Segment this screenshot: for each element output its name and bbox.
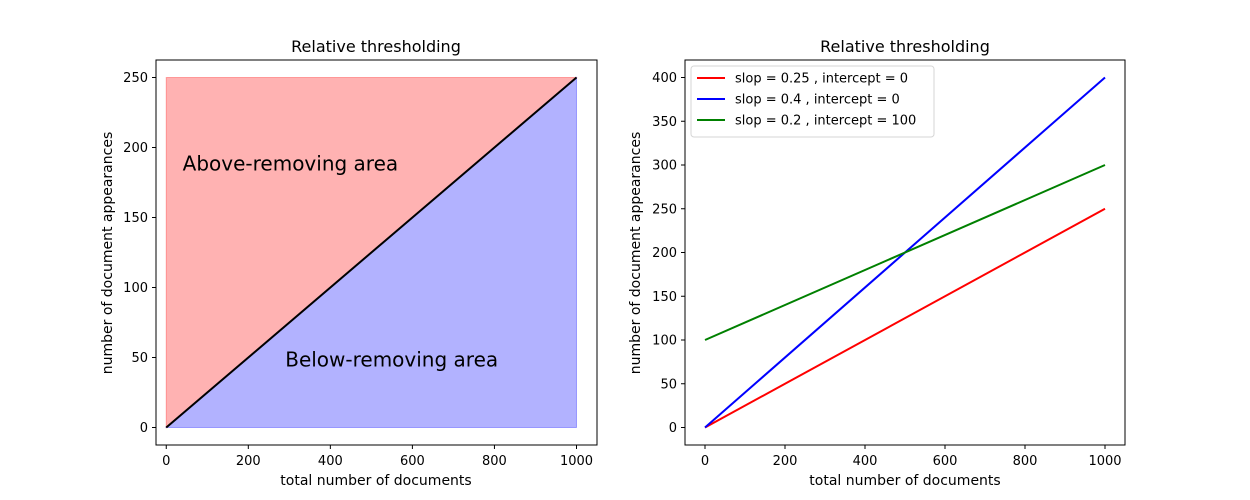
right-chart-xtick-label-0: 0 bbox=[701, 454, 709, 469]
right-chart-legend-label-2: slop = 0.2 , intercept = 100 bbox=[735, 114, 916, 129]
left-chart-title: Relative thresholding bbox=[291, 37, 461, 56]
left-chart-xtick-label-5: 1000 bbox=[560, 454, 593, 469]
left-chart-xlabel: total number of documents bbox=[280, 473, 471, 489]
left-chart-annotation-1: Below-removing area bbox=[285, 348, 498, 372]
right-chart-xlabel: total number of documents bbox=[809, 473, 1000, 489]
right-chart-ytick-label-0: 0 bbox=[669, 421, 677, 436]
right-chart-legend-label-1: slop = 0.4 , intercept = 0 bbox=[735, 93, 900, 108]
right-chart-xtick-label-3: 600 bbox=[933, 454, 958, 469]
right-chart-ytick-label-2: 100 bbox=[652, 334, 677, 349]
right-chart-legend-box bbox=[690, 65, 935, 138]
left-chart-xtick-label-2: 400 bbox=[318, 454, 343, 469]
right-chart-ytick-label-3: 150 bbox=[652, 290, 677, 305]
right-chart-xtick-label-4: 800 bbox=[1013, 454, 1038, 469]
right-chart-ytick-label-7: 350 bbox=[652, 115, 677, 130]
left-chart: Relative thresholding total number of do… bbox=[100, 37, 598, 489]
right-chart-ytick-label-1: 50 bbox=[660, 377, 677, 392]
right-chart-xtick-label-2: 400 bbox=[853, 454, 878, 469]
left-chart-xtick-label-3: 600 bbox=[400, 454, 425, 469]
left-chart-annotation-0: Above-removing area bbox=[183, 152, 398, 176]
right-chart-xtick-label-1: 200 bbox=[773, 454, 798, 469]
left-chart-frame bbox=[155, 59, 598, 446]
right-chart-xtick-label-5: 1000 bbox=[1088, 454, 1121, 469]
left-chart-xtick-label-1: 200 bbox=[236, 454, 261, 469]
right-chart-ytick-label-8: 400 bbox=[652, 71, 677, 86]
right-chart-series-line-0 bbox=[704, 207, 1106, 429]
right-chart: Relative thresholding total number of do… bbox=[628, 37, 1126, 489]
right-chart-legend-label-0: slop = 0.25 , intercept = 0 bbox=[735, 72, 908, 87]
left-chart-ytick-label-5: 250 bbox=[123, 71, 148, 86]
left-chart-ytick-label-2: 100 bbox=[123, 281, 148, 296]
left-chart-xtick-label-0: 0 bbox=[162, 454, 170, 469]
left-chart-ytick-label-1: 50 bbox=[131, 351, 148, 366]
left-chart-ytick-label-0: 0 bbox=[140, 421, 148, 436]
right-chart-title: Relative thresholding bbox=[820, 37, 990, 56]
right-chart-ytick-label-4: 200 bbox=[652, 246, 677, 261]
right-chart-ytick-label-5: 250 bbox=[652, 202, 677, 217]
left-chart-xtick-label-4: 800 bbox=[482, 454, 507, 469]
left-chart-ytick-label-4: 200 bbox=[123, 141, 148, 156]
right-chart-ytick-label-6: 300 bbox=[652, 159, 677, 174]
right-chart-plot-area: 0 200 400 600 800 1000 0 50 100 150 200 250 300 350 40… bbox=[652, 59, 1126, 469]
right-chart-series-line-2 bbox=[704, 164, 1106, 341]
left-chart-plot-area: Above-removing area Below-removing area 0 2… bbox=[123, 59, 598, 469]
right-chart-ylabel: number of document appearances bbox=[628, 132, 644, 374]
left-chart-ytick-label-3: 150 bbox=[123, 211, 148, 226]
right-chart-legend: slop = 0.25 , intercept = 0 slop = 0.4 , … bbox=[690, 65, 935, 138]
left-chart-ylabel: number of document appearances bbox=[100, 132, 116, 374]
left-chart-threshold-line bbox=[165, 76, 578, 429]
